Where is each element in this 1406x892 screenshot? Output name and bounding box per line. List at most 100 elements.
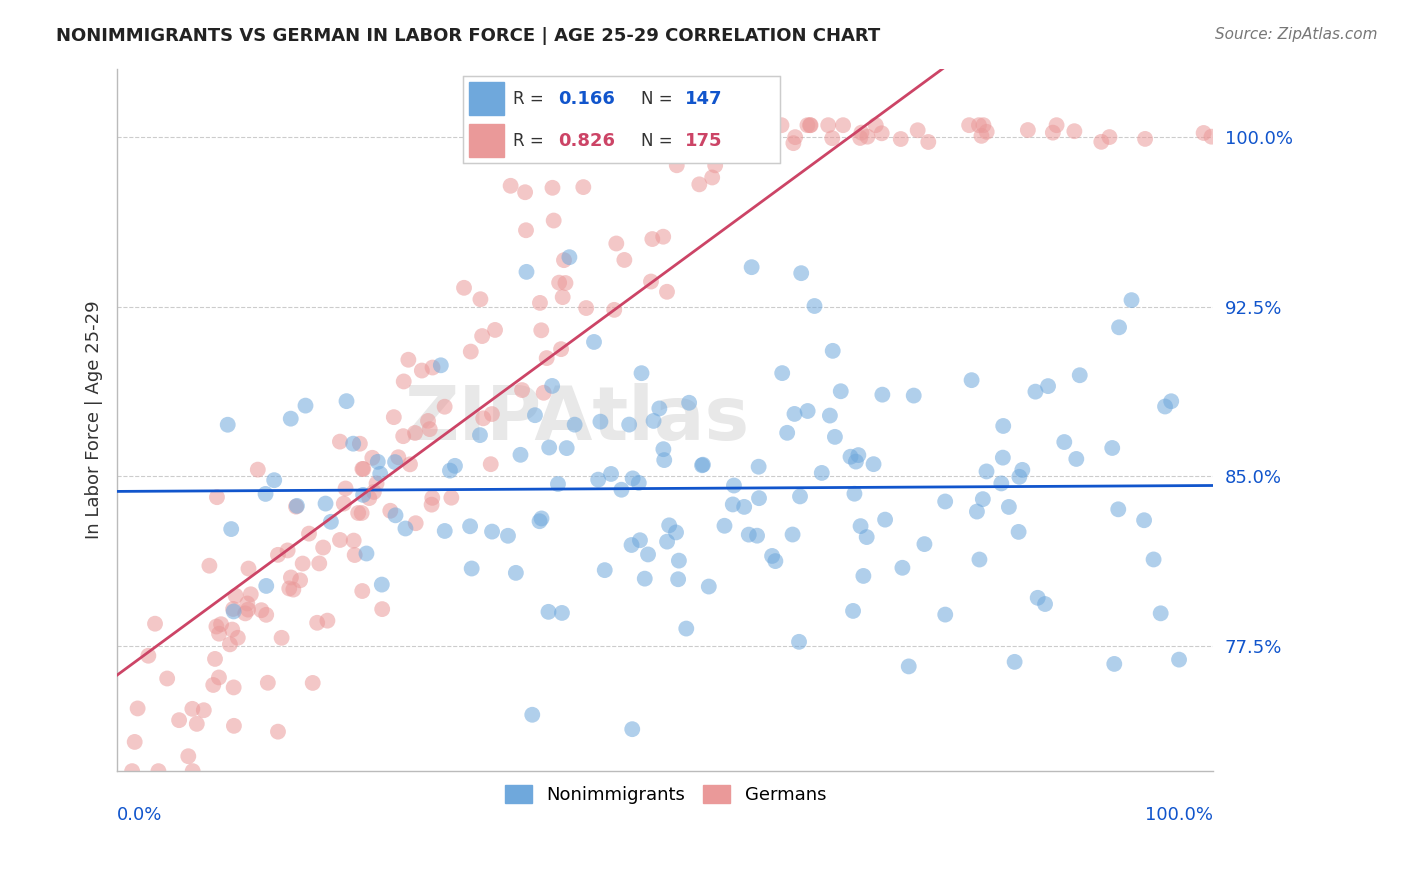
Nonimmigrants: [1104, 657, 1126, 671]
Text: NONIMMIGRANTS VS GERMAN IN LABOR FORCE | AGE 25-29 CORRELATION CHART: NONIMMIGRANTS VS GERMAN IN LABOR FORCE |…: [56, 27, 880, 45]
Nonimmigrants: [219, 522, 242, 536]
Germans: [761, 118, 783, 132]
Nonimmigrants: [342, 436, 364, 450]
Nonimmigrants: [356, 547, 378, 561]
Germans: [605, 236, 627, 251]
Nonimmigrants: [648, 401, 671, 416]
Germans: [416, 414, 439, 428]
Nonimmigrants: [1066, 452, 1088, 467]
Nonimmigrants: [789, 490, 811, 504]
Germans: [770, 118, 793, 132]
Germans: [756, 118, 779, 132]
Nonimmigrants: [217, 417, 239, 432]
Nonimmigrants: [460, 561, 482, 575]
Nonimmigrants: [564, 417, 586, 432]
Text: Source: ZipAtlas.com: Source: ZipAtlas.com: [1215, 27, 1378, 42]
Nonimmigrants: [444, 458, 467, 473]
Germans: [405, 516, 427, 531]
Nonimmigrants: [1107, 502, 1129, 516]
Germans: [226, 631, 249, 645]
Germans: [740, 118, 762, 132]
Nonimmigrants: [966, 505, 988, 519]
Germans: [347, 506, 370, 520]
Nonimmigrants: [530, 511, 553, 525]
Nonimmigrants: [481, 524, 503, 539]
Nonimmigrants: [634, 572, 657, 586]
Germans: [1017, 123, 1039, 137]
Germans: [221, 623, 243, 637]
Germans: [343, 548, 366, 562]
Nonimmigrants: [529, 514, 551, 528]
Y-axis label: In Labor Force | Age 25-29: In Labor Force | Age 25-29: [86, 301, 103, 539]
Germans: [420, 498, 443, 512]
Nonimmigrants: [782, 527, 804, 541]
Nonimmigrants: [1069, 368, 1091, 383]
Nonimmigrants: [821, 343, 844, 358]
Nonimmigrants: [875, 513, 897, 527]
Germans: [280, 570, 302, 584]
Germans: [124, 735, 146, 749]
Germans: [1042, 126, 1064, 140]
Germans: [543, 213, 565, 227]
Germans: [1090, 135, 1112, 149]
Germans: [359, 491, 381, 505]
Germans: [471, 329, 494, 343]
Germans: [817, 118, 839, 132]
Nonimmigrants: [620, 538, 643, 552]
Germans: [352, 462, 374, 476]
Nonimmigrants: [855, 530, 877, 544]
Nonimmigrants: [555, 441, 578, 455]
Nonimmigrants: [748, 491, 770, 505]
Text: 100.0%: 100.0%: [1146, 806, 1213, 824]
Germans: [283, 582, 305, 597]
Germans: [606, 123, 628, 137]
Germans: [329, 533, 352, 547]
Nonimmigrants: [523, 408, 546, 422]
Germans: [392, 429, 415, 443]
Germans: [678, 134, 700, 148]
Nonimmigrants: [509, 448, 531, 462]
Germans: [541, 181, 564, 195]
Nonimmigrants: [1142, 552, 1164, 566]
Nonimmigrants: [652, 453, 675, 467]
Germans: [301, 676, 323, 690]
Nonimmigrants: [627, 475, 650, 490]
Germans: [957, 118, 980, 132]
Nonimmigrants: [538, 441, 561, 455]
Germans: [558, 134, 581, 148]
Germans: [143, 616, 166, 631]
Nonimmigrants: [721, 498, 744, 512]
Nonimmigrants: [690, 458, 713, 473]
Nonimmigrants: [1121, 293, 1143, 307]
Germans: [278, 582, 301, 596]
Nonimmigrants: [969, 552, 991, 566]
Nonimmigrants: [222, 604, 245, 618]
Nonimmigrants: [1007, 524, 1029, 539]
Germans: [551, 290, 574, 304]
Germans: [254, 607, 277, 622]
Germans: [236, 602, 259, 616]
Nonimmigrants: [872, 387, 894, 401]
Germans: [484, 323, 506, 337]
Nonimmigrants: [787, 635, 810, 649]
Germans: [316, 614, 339, 628]
Germans: [870, 126, 893, 140]
Germans: [744, 118, 766, 132]
Nonimmigrants: [593, 563, 616, 577]
Nonimmigrants: [830, 384, 852, 399]
Nonimmigrants: [972, 492, 994, 507]
Germans: [208, 626, 231, 640]
Nonimmigrants: [891, 561, 914, 575]
Germans: [655, 285, 678, 299]
Legend: Nonimmigrants, Germans: Nonimmigrants, Germans: [498, 778, 834, 812]
Germans: [127, 701, 149, 715]
Germans: [554, 276, 576, 290]
Nonimmigrants: [1004, 655, 1026, 669]
Nonimmigrants: [582, 334, 605, 349]
Germans: [665, 158, 688, 172]
Germans: [307, 615, 329, 630]
Nonimmigrants: [1033, 597, 1056, 611]
Germans: [399, 458, 422, 472]
Nonimmigrants: [315, 497, 337, 511]
Nonimmigrants: [839, 450, 862, 464]
